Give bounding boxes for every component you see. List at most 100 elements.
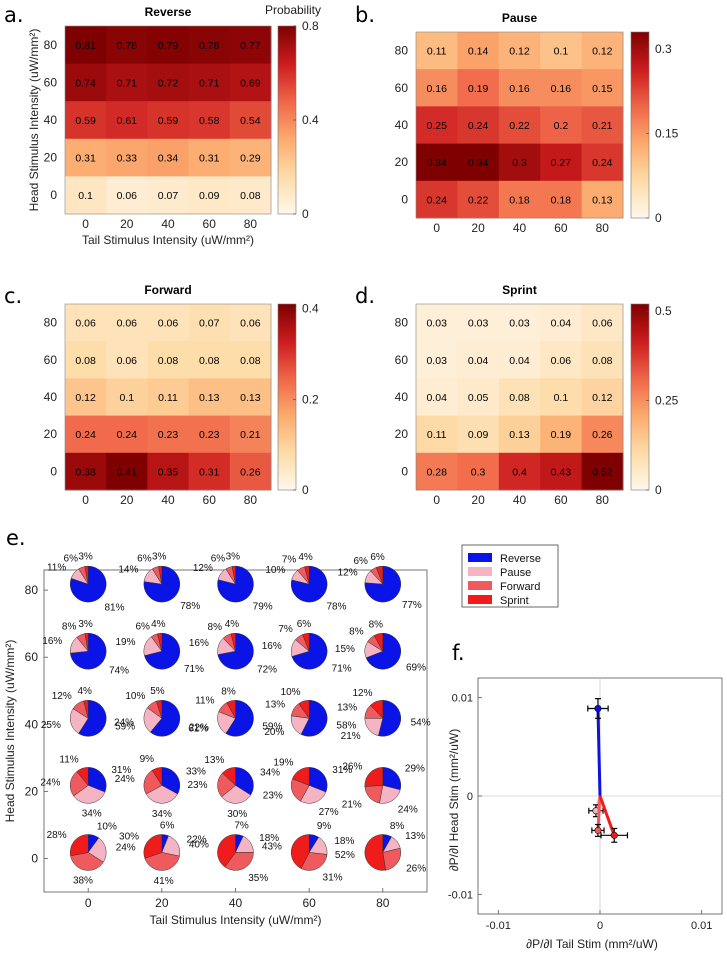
cell-value: 0.3 — [471, 466, 486, 478]
pie-percent-label: 8% — [208, 622, 223, 633]
pie-percent-label: 59% — [262, 722, 282, 733]
y-tick-label: 0 — [31, 851, 38, 865]
cell-value: 0.19 — [468, 83, 489, 95]
pie-percent-label: 22% — [189, 722, 209, 733]
pie-percent-label: 71% — [184, 664, 204, 675]
pie-chart: 33% 34% 24% 9% — [115, 754, 206, 820]
legend-swatch — [468, 567, 492, 576]
heatmap-cell — [540, 180, 583, 219]
pie-chart: 71% 19%6% 4% — [115, 619, 204, 675]
cell-value: 0.13 — [240, 392, 261, 404]
pie-percent-label: 3% — [78, 552, 93, 563]
x-tick-label: 20 — [155, 896, 169, 910]
heatmap-cell — [457, 415, 500, 454]
heatmap-cell — [416, 415, 458, 454]
cell-value: 0.71 — [117, 77, 138, 89]
cell-value: 0.13 — [592, 194, 613, 206]
heatmap-cell — [106, 452, 148, 491]
x-axis-label: Tail Stimulus Intensity (uW/mm²) — [149, 913, 321, 927]
y-tick-label: 60 — [44, 353, 58, 367]
x-tick-label: 80 — [596, 493, 610, 507]
heatmap-cell — [229, 26, 272, 65]
pie-percent-label: 8% — [390, 821, 405, 832]
heatmap-frame — [415, 31, 624, 219]
heatmap-cell — [540, 106, 583, 145]
pie-percent-label: 13% — [265, 699, 285, 710]
pie-percent-label: 3% — [152, 552, 167, 563]
cell-value: 0.79 — [158, 40, 179, 52]
cell-value: 0.31 — [75, 153, 96, 165]
heatmap-cell — [498, 143, 541, 182]
heatmap-cell — [65, 452, 107, 491]
x-tick-label: 20 — [471, 221, 485, 235]
pie-percent-label: 59% — [115, 722, 135, 733]
pie-slice-sprint — [151, 767, 163, 787]
cell-value: 0.06 — [75, 318, 96, 330]
pie-percent-label: 11% — [195, 695, 214, 706]
pie-percent-label: 6% — [211, 554, 226, 565]
cell-value: 0.21 — [592, 120, 613, 132]
x-axis-label: Tail Stimulus Intensity (uW/mm²) — [82, 233, 254, 247]
pie-slice-sprint — [83, 700, 89, 719]
pie-chart: 54% 21% 13% 12% — [337, 688, 431, 742]
x-tick-label: 40 — [161, 217, 175, 231]
panel-label: b. — [355, 3, 375, 27]
cell-value: 0.34 — [426, 157, 447, 169]
y-tick-label: 0 — [401, 192, 408, 206]
cell-value: 0.26 — [240, 466, 261, 478]
heatmap-cell — [229, 138, 272, 177]
heatmap-pause: b. Pause 0.11 0.14 0.12 0.1 0.12 0.16 0.19 0.16 0.… — [355, 3, 679, 235]
colorbar-tick-label: 0.2 — [302, 392, 319, 406]
heatmap-cell — [65, 101, 107, 140]
pie-slice-sprint — [158, 565, 163, 585]
cell-value: 0.54 — [240, 115, 261, 127]
pie-percent-label: 13% — [204, 755, 224, 766]
cell-value: 0.06 — [592, 318, 613, 330]
pie-percent-label: 41% — [154, 876, 174, 887]
pie-slice-sprint — [143, 834, 163, 859]
y-tick-label: 40 — [44, 113, 58, 127]
x-tick-label: 0 — [433, 221, 440, 235]
heatmap-cell — [457, 69, 500, 107]
pie-percent-label: 18% — [334, 836, 354, 847]
cell-value: 0.28 — [426, 466, 447, 478]
cell-value: 0.78 — [199, 40, 220, 52]
heatmap-sprint: d. Sprint 0.03 0.03 0.03 0.04 0.06 0.03 0.04 0.04… — [355, 283, 679, 507]
y-tick-label: 0 — [50, 464, 57, 478]
pie-slice-sprint — [230, 632, 236, 652]
heatmap-cell — [498, 106, 541, 145]
pie-percent-label: 31% — [332, 765, 352, 776]
panel-label: d. — [355, 284, 375, 308]
heatmap-cell — [416, 32, 458, 70]
heatmap-cell — [540, 304, 583, 342]
legend-swatch — [468, 595, 492, 604]
y-tick-label: 60 — [395, 81, 409, 95]
pie-slice-sprint — [364, 834, 386, 871]
heatmap-cell — [498, 304, 541, 342]
pie-slice-reverse — [290, 565, 328, 603]
cell-value: 0.43 — [551, 466, 572, 478]
colorbar-tick-label: 0 — [302, 483, 309, 497]
y-tick-label: 0.01 — [452, 693, 473, 705]
pie-percent-label: 77% — [402, 600, 422, 611]
cell-value: 0.22 — [468, 194, 489, 206]
heatmap-cell — [581, 378, 624, 417]
legend-entry: Sprint — [500, 595, 529, 607]
legend: Reverse Pause Forward Sprint — [461, 544, 559, 608]
cell-value: 0.1 — [554, 392, 569, 404]
pie-slice-sprint — [370, 700, 384, 719]
heatmap-cell — [147, 452, 190, 491]
heatmap-cell — [65, 415, 107, 454]
pie-slice-sprint — [375, 565, 384, 585]
cell-value: 0.16 — [551, 83, 572, 95]
pie-slice-reverse — [300, 700, 328, 737]
heatmap-cell — [229, 101, 272, 140]
heatmap-cell — [188, 378, 231, 417]
cell-value: 0.06 — [117, 355, 138, 367]
pie-slice-reverse — [365, 632, 402, 670]
pie-percent-label: 71% — [332, 663, 352, 674]
heatmap-cell — [147, 63, 190, 102]
y-tick-label: 20 — [25, 784, 39, 798]
cell-value: 0.07 — [158, 190, 179, 202]
